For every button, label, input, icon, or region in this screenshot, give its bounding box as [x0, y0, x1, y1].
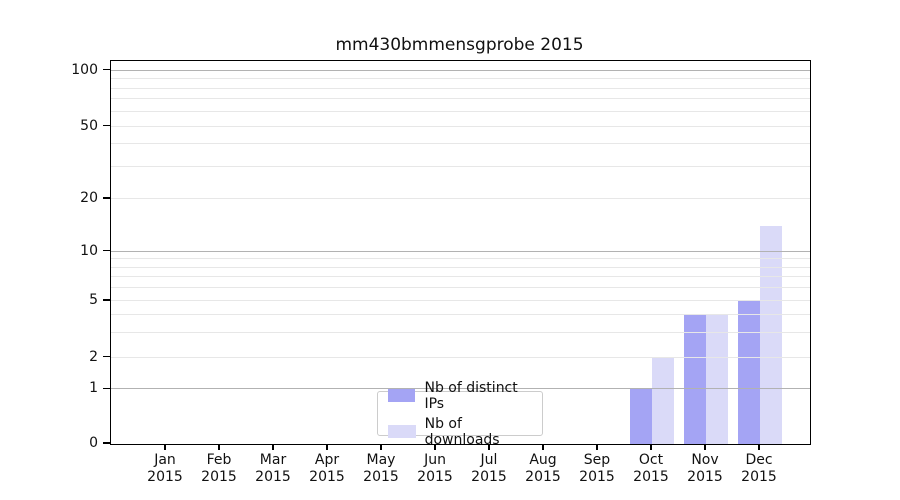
- y-gridline-minor: [111, 356, 810, 358]
- y-gridline-minor: [111, 143, 810, 145]
- y-gridline-minor: [111, 276, 810, 278]
- y-gridline-minor: [111, 125, 810, 127]
- y-gridline-minor: [111, 110, 810, 112]
- x-tick-label: Jul 2015: [471, 452, 507, 485]
- y-gridline-minor: [111, 266, 810, 268]
- legend-label-distinct-ips: Nb of distinct IPs: [424, 379, 518, 412]
- x-tick-mark: [326, 444, 328, 450]
- y-tick-label: 20: [80, 190, 98, 206]
- y-tick-label: 100: [71, 61, 98, 78]
- y-gridline-minor: [111, 87, 810, 89]
- legend-label-downloads: Nb of downloads: [424, 415, 500, 448]
- bar-downloads: [706, 314, 728, 444]
- legend: Nb of distinct IPs Nb of downloads: [377, 380, 543, 448]
- y-gridline-major: [111, 250, 810, 252]
- y-gridline-minor: [111, 78, 810, 80]
- y-gridline-minor: [111, 98, 810, 100]
- y-tick-mark: [103, 356, 110, 358]
- y-tick-label: 50: [80, 117, 98, 134]
- x-tick-label: May 2015: [363, 452, 399, 485]
- legend-entry-distinct-ips: Nb of distinct IPs: [388, 380, 532, 412]
- x-tick-mark: [380, 444, 382, 450]
- bar-downloads: [652, 357, 674, 444]
- y-gridline-minor: [111, 165, 810, 167]
- x-tick-mark: [596, 444, 598, 450]
- legend-swatch-downloads: [388, 425, 416, 438]
- y-tick-mark: [103, 442, 110, 444]
- y-gridline-minor: [111, 258, 810, 260]
- x-tick-mark: [272, 444, 274, 450]
- y-gridline-minor: [111, 300, 810, 301]
- x-tick-mark: [542, 444, 544, 450]
- x-tick-label: Feb 2015: [201, 452, 237, 485]
- y-tick-mark: [103, 124, 110, 127]
- y-tick-mark: [103, 299, 110, 301]
- legend-entry-downloads: Nb of downloads: [388, 416, 532, 448]
- y-gridline-minor: [111, 313, 810, 315]
- y-tick-label: 2: [89, 348, 98, 365]
- y-gridline-minor: [111, 198, 810, 199]
- bar-downloads: [760, 226, 782, 444]
- y-tick-mark: [103, 250, 110, 252]
- y-tick-label: 1: [89, 380, 98, 397]
- x-tick-mark: [704, 444, 706, 450]
- x-tick-mark: [488, 444, 490, 450]
- y-tick-mark: [103, 387, 110, 389]
- y-tick-label: 0: [89, 435, 98, 451]
- x-tick-mark: [434, 444, 436, 450]
- chart-title: mm430bmmensgprobe 2015: [335, 35, 584, 55]
- bar-distinct-ips: [684, 314, 706, 444]
- x-tick-label: Apr 2015: [309, 452, 345, 485]
- x-tick-mark: [164, 444, 166, 450]
- x-tick-label: Nov 2015: [687, 452, 723, 485]
- x-tick-mark: [758, 444, 760, 450]
- x-tick-label: Aug 2015: [525, 452, 561, 485]
- plot-area: Nb of distinct IPs Nb of downloads: [110, 60, 811, 448]
- y-gridline-major: [111, 69, 810, 71]
- y-tick-label: 5: [89, 292, 98, 308]
- bars-layer: [111, 61, 810, 444]
- y-gridline-major: [111, 388, 810, 390]
- x-tick-label: Oct 2015: [633, 452, 669, 485]
- x-tick-label: Sep 2015: [579, 452, 615, 485]
- y-tick-mark: [103, 69, 110, 71]
- y-tick-mark: [103, 197, 110, 199]
- legend-swatch-distinct-ips: [388, 389, 416, 402]
- y-gridline-minor: [111, 331, 810, 333]
- bar-distinct-ips: [630, 389, 652, 444]
- x-tick-label: Jun 2015: [417, 452, 453, 485]
- y-tick-label: 10: [80, 242, 98, 259]
- bar-distinct-ips: [738, 301, 760, 444]
- x-tick-label: Jan 2015: [147, 452, 183, 485]
- x-tick-mark: [650, 444, 652, 450]
- gridlines-layer: [111, 61, 810, 444]
- y-gridline-minor: [111, 287, 810, 288]
- x-tick-label: Mar 2015: [255, 452, 291, 485]
- x-tick-mark: [218, 444, 220, 450]
- x-tick-label: Dec 2015: [741, 452, 777, 485]
